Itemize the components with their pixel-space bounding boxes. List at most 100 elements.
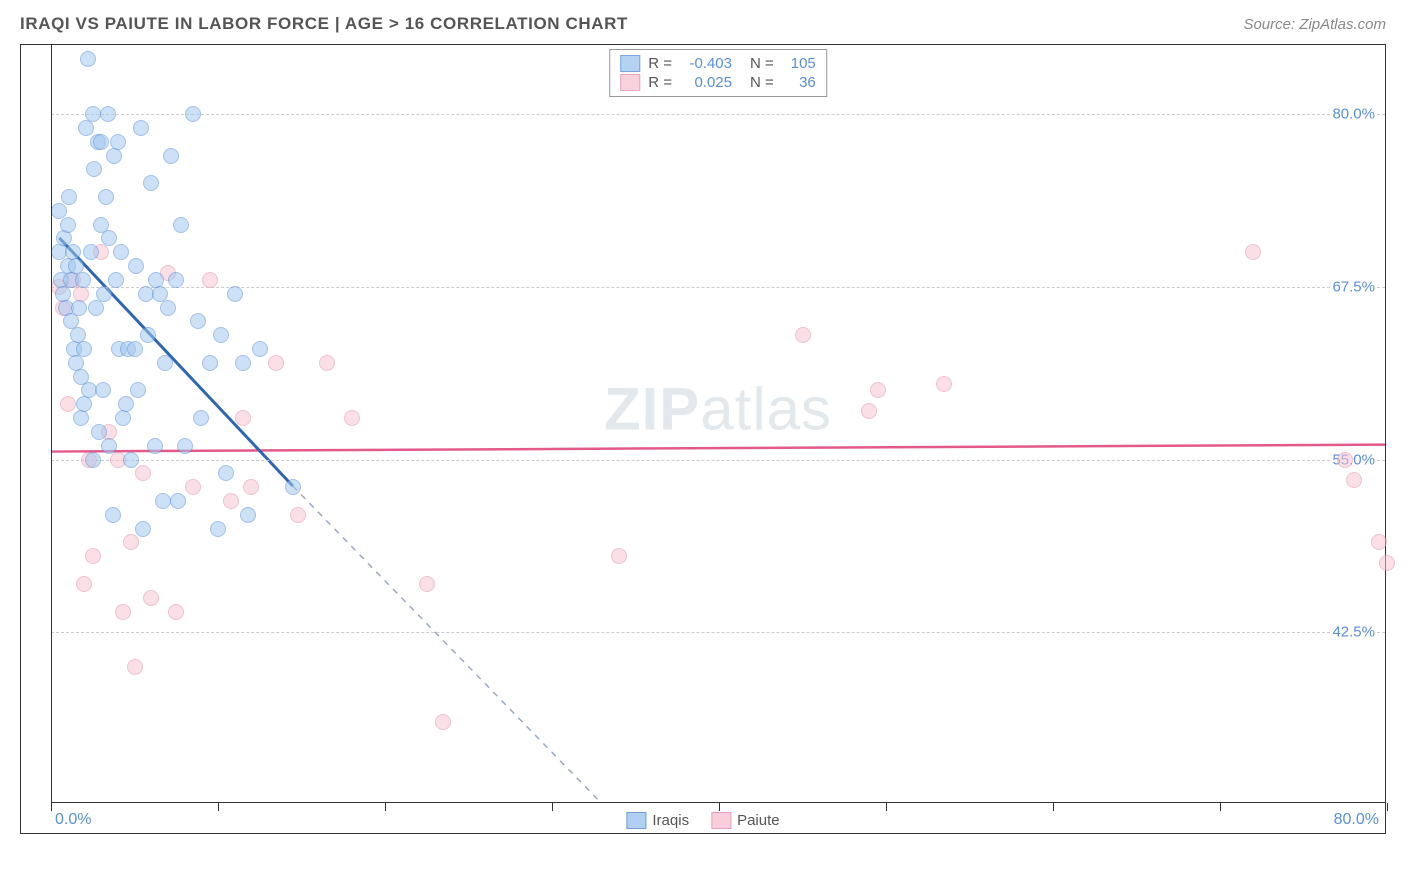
y-tick-label: 42.5% bbox=[1330, 624, 1377, 641]
data-point-iraqis bbox=[96, 286, 112, 302]
data-point-iraqis bbox=[227, 286, 243, 302]
data-point-paiute bbox=[223, 493, 239, 509]
y-axis-line bbox=[51, 45, 52, 803]
x-axis-max-label: 80.0% bbox=[1334, 811, 1379, 829]
data-point-paiute bbox=[268, 355, 284, 371]
data-point-paiute bbox=[1337, 452, 1353, 468]
data-point-iraqis bbox=[168, 272, 184, 288]
data-point-paiute bbox=[795, 327, 811, 343]
data-point-iraqis bbox=[61, 189, 77, 205]
data-point-iraqis bbox=[193, 410, 209, 426]
data-point-paiute bbox=[870, 382, 886, 398]
data-point-iraqis bbox=[105, 507, 121, 523]
data-point-iraqis bbox=[252, 341, 268, 357]
data-point-iraqis bbox=[202, 355, 218, 371]
trend-lines bbox=[51, 45, 1385, 803]
data-point-iraqis bbox=[143, 175, 159, 191]
data-point-iraqis bbox=[133, 120, 149, 136]
x-tick bbox=[1053, 803, 1054, 811]
x-tick bbox=[886, 803, 887, 811]
data-point-iraqis bbox=[80, 51, 96, 67]
data-point-paiute bbox=[235, 410, 251, 426]
data-point-paiute bbox=[243, 479, 259, 495]
data-point-iraqis bbox=[147, 438, 163, 454]
gridline-h bbox=[51, 460, 1385, 461]
data-point-iraqis bbox=[60, 217, 76, 233]
data-point-iraqis bbox=[78, 120, 94, 136]
gridline-h bbox=[51, 287, 1385, 288]
legend-row-iraqis: R =-0.403N =105 bbox=[620, 54, 816, 73]
data-point-iraqis bbox=[218, 465, 234, 481]
data-point-iraqis bbox=[110, 134, 126, 150]
data-point-paiute bbox=[861, 403, 877, 419]
data-point-paiute bbox=[611, 548, 627, 564]
data-point-iraqis bbox=[118, 396, 134, 412]
x-tick bbox=[1220, 803, 1221, 811]
data-point-iraqis bbox=[85, 452, 101, 468]
data-point-paiute bbox=[135, 465, 151, 481]
data-point-paiute bbox=[115, 604, 131, 620]
data-point-iraqis bbox=[113, 244, 129, 260]
plot-area: ZIPatlas R =-0.403N =105R = 0.025 N = 36 42… bbox=[51, 45, 1385, 803]
data-point-iraqis bbox=[285, 479, 301, 495]
data-point-paiute bbox=[76, 576, 92, 592]
data-point-iraqis bbox=[157, 355, 173, 371]
x-tick bbox=[385, 803, 386, 811]
data-point-iraqis bbox=[76, 396, 92, 412]
data-point-iraqis bbox=[123, 452, 139, 468]
data-point-paiute bbox=[344, 410, 360, 426]
chart-title: IRAQI VS PAIUTE IN LABOR FORCE | AGE > 1… bbox=[20, 14, 628, 34]
data-point-iraqis bbox=[93, 134, 109, 150]
data-point-iraqis bbox=[163, 148, 179, 164]
data-point-iraqis bbox=[130, 382, 146, 398]
data-point-paiute bbox=[202, 272, 218, 288]
data-point-iraqis bbox=[98, 189, 114, 205]
series-legend-item-paiute: Paiute bbox=[711, 812, 780, 829]
r-value: 0.025 bbox=[680, 74, 732, 91]
data-point-iraqis bbox=[177, 438, 193, 454]
data-point-paiute bbox=[168, 604, 184, 620]
data-point-paiute bbox=[143, 590, 159, 606]
source-attribution: Source: ZipAtlas.com bbox=[1243, 16, 1386, 33]
data-point-iraqis bbox=[101, 438, 117, 454]
correlation-legend: R =-0.403N =105R = 0.025 N = 36 bbox=[609, 49, 827, 97]
n-value: 36 bbox=[782, 74, 816, 91]
series-legend-item-iraqis: Iraqis bbox=[626, 812, 689, 829]
data-point-iraqis bbox=[128, 258, 144, 274]
x-tick bbox=[552, 803, 553, 811]
data-point-iraqis bbox=[213, 327, 229, 343]
data-point-iraqis bbox=[190, 313, 206, 329]
legend-swatch bbox=[620, 74, 640, 91]
n-label: N = bbox=[750, 55, 774, 72]
data-point-iraqis bbox=[185, 106, 201, 122]
data-point-iraqis bbox=[71, 300, 87, 316]
data-point-paiute bbox=[1371, 534, 1387, 550]
data-point-iraqis bbox=[140, 327, 156, 343]
y-tick-label: 67.5% bbox=[1330, 278, 1377, 295]
legend-label: Iraqis bbox=[652, 812, 689, 829]
data-point-paiute bbox=[60, 396, 76, 412]
x-tick bbox=[719, 803, 720, 811]
data-point-iraqis bbox=[106, 148, 122, 164]
legend-row-paiute: R =0.025N =36 bbox=[620, 73, 816, 92]
legend-swatch bbox=[620, 55, 640, 72]
data-point-iraqis bbox=[155, 493, 171, 509]
gridline-h bbox=[51, 632, 1385, 633]
watermark: ZIPatlas bbox=[604, 374, 832, 443]
data-point-iraqis bbox=[88, 300, 104, 316]
data-point-iraqis bbox=[108, 272, 124, 288]
r-label: R = bbox=[648, 74, 672, 91]
data-point-iraqis bbox=[86, 161, 102, 177]
data-point-iraqis bbox=[95, 382, 111, 398]
x-axis-line bbox=[51, 802, 1385, 803]
data-point-paiute bbox=[419, 576, 435, 592]
data-point-paiute bbox=[319, 355, 335, 371]
data-point-iraqis bbox=[135, 521, 151, 537]
data-point-paiute bbox=[1245, 244, 1261, 260]
series-legend: Iraqis Paiute bbox=[626, 812, 779, 829]
data-point-iraqis bbox=[115, 410, 131, 426]
x-tick bbox=[218, 803, 219, 811]
data-point-paiute bbox=[1379, 555, 1395, 571]
data-point-paiute bbox=[127, 659, 143, 675]
gridline-h bbox=[51, 114, 1385, 115]
